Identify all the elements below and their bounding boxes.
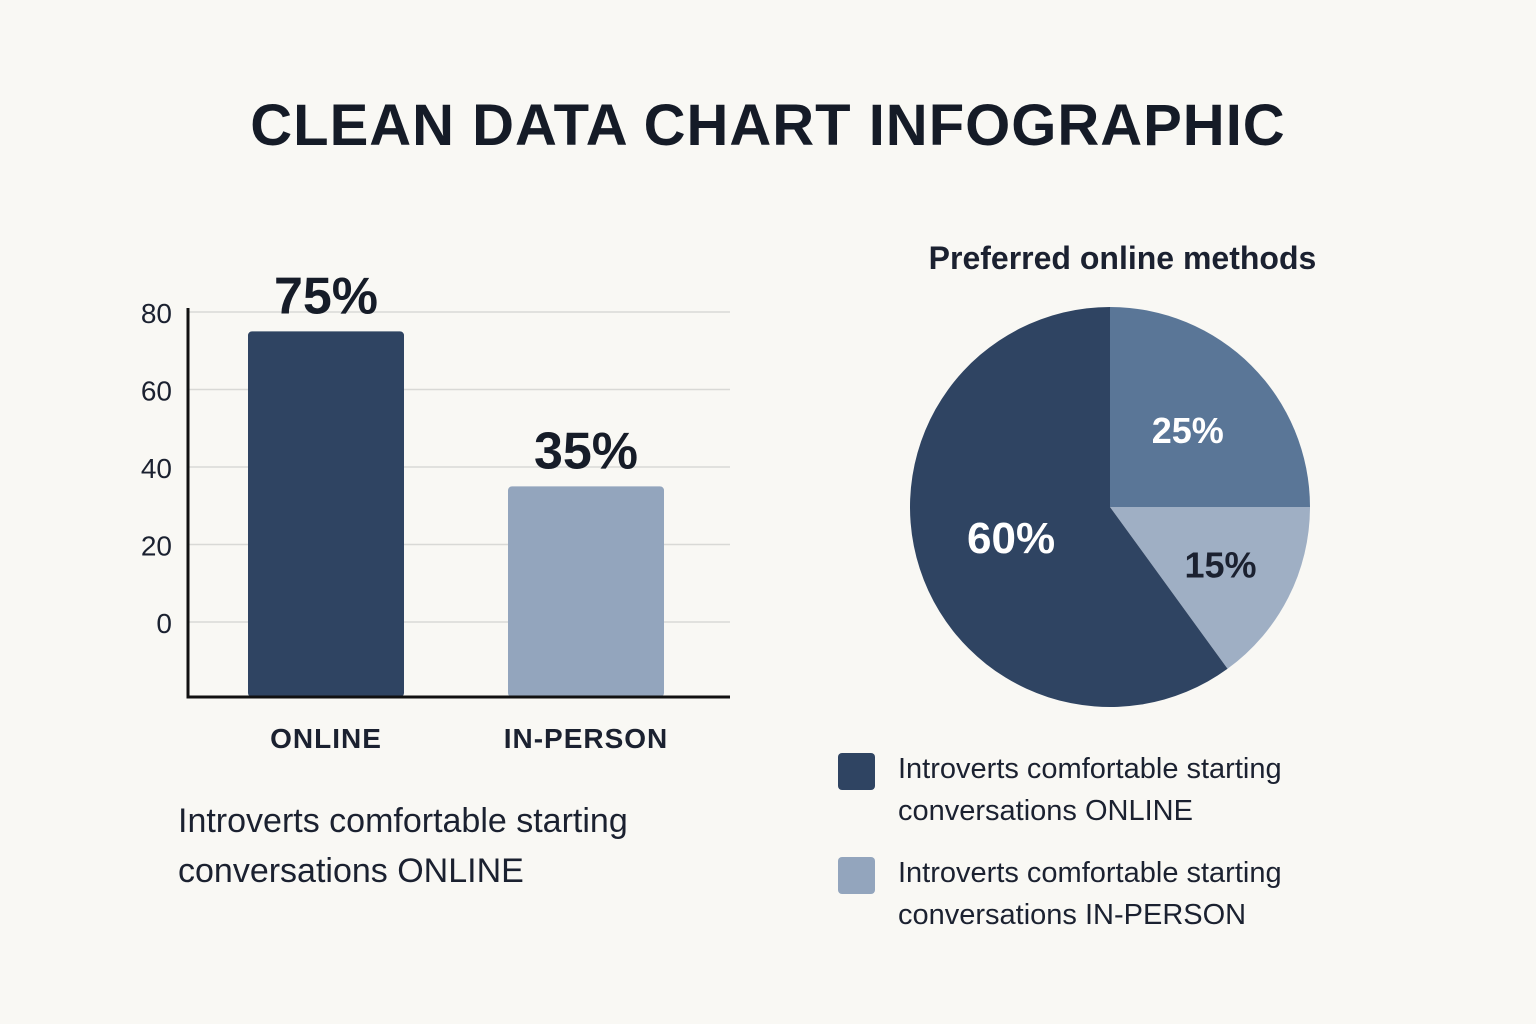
pie-slice-label: 60% — [967, 514, 1055, 563]
bar-online — [248, 331, 404, 697]
bar-chart: 80 60 40 20 0 75% ONLINE 35% IN-PERSON — [141, 267, 730, 754]
pie-chart: 25% 15% 60% — [910, 307, 1310, 707]
bar-data-label: 35% — [534, 422, 638, 480]
y-tick-label: 80 — [141, 298, 172, 329]
pie-slice-60 — [910, 307, 1228, 707]
y-tick-label: 0 — [156, 608, 172, 639]
legend-item-in-person: Introverts comfortable starting conversa… — [838, 852, 1458, 956]
bar-chart-caption: Introverts comfortable starting conversa… — [178, 802, 628, 890]
bar-in-person — [508, 486, 664, 697]
x-category-label: ONLINE — [270, 723, 382, 754]
legend-label-online: Introverts comfortable starting conversa… — [898, 753, 1282, 827]
y-tick-label: 20 — [141, 531, 172, 562]
pie-slice-15 — [1110, 507, 1310, 669]
pie-legend: Introverts comfortable starting conversa… — [838, 748, 1458, 956]
pie-slice-25 — [1110, 307, 1310, 507]
bar-data-label: 75% — [274, 267, 378, 325]
pie-chart-title: Preferred online methods — [928, 240, 1317, 276]
y-tick-label: 40 — [141, 453, 172, 484]
legend-swatch-in-person — [838, 857, 875, 894]
y-tick-label: 60 — [141, 376, 172, 407]
pie-slice-label: 15% — [1184, 544, 1256, 585]
legend-swatch-online — [838, 753, 875, 790]
legend-label-in-person: Introverts comfortable starting conversa… — [898, 857, 1282, 931]
pie-slice-label: 25% — [1152, 410, 1224, 451]
legend-item-online: Introverts comfortable starting conversa… — [838, 748, 1458, 852]
x-category-label: IN-PERSON — [504, 723, 669, 754]
page-title: CLEAN DATA CHART INFOGRAPHIC — [250, 93, 1286, 158]
